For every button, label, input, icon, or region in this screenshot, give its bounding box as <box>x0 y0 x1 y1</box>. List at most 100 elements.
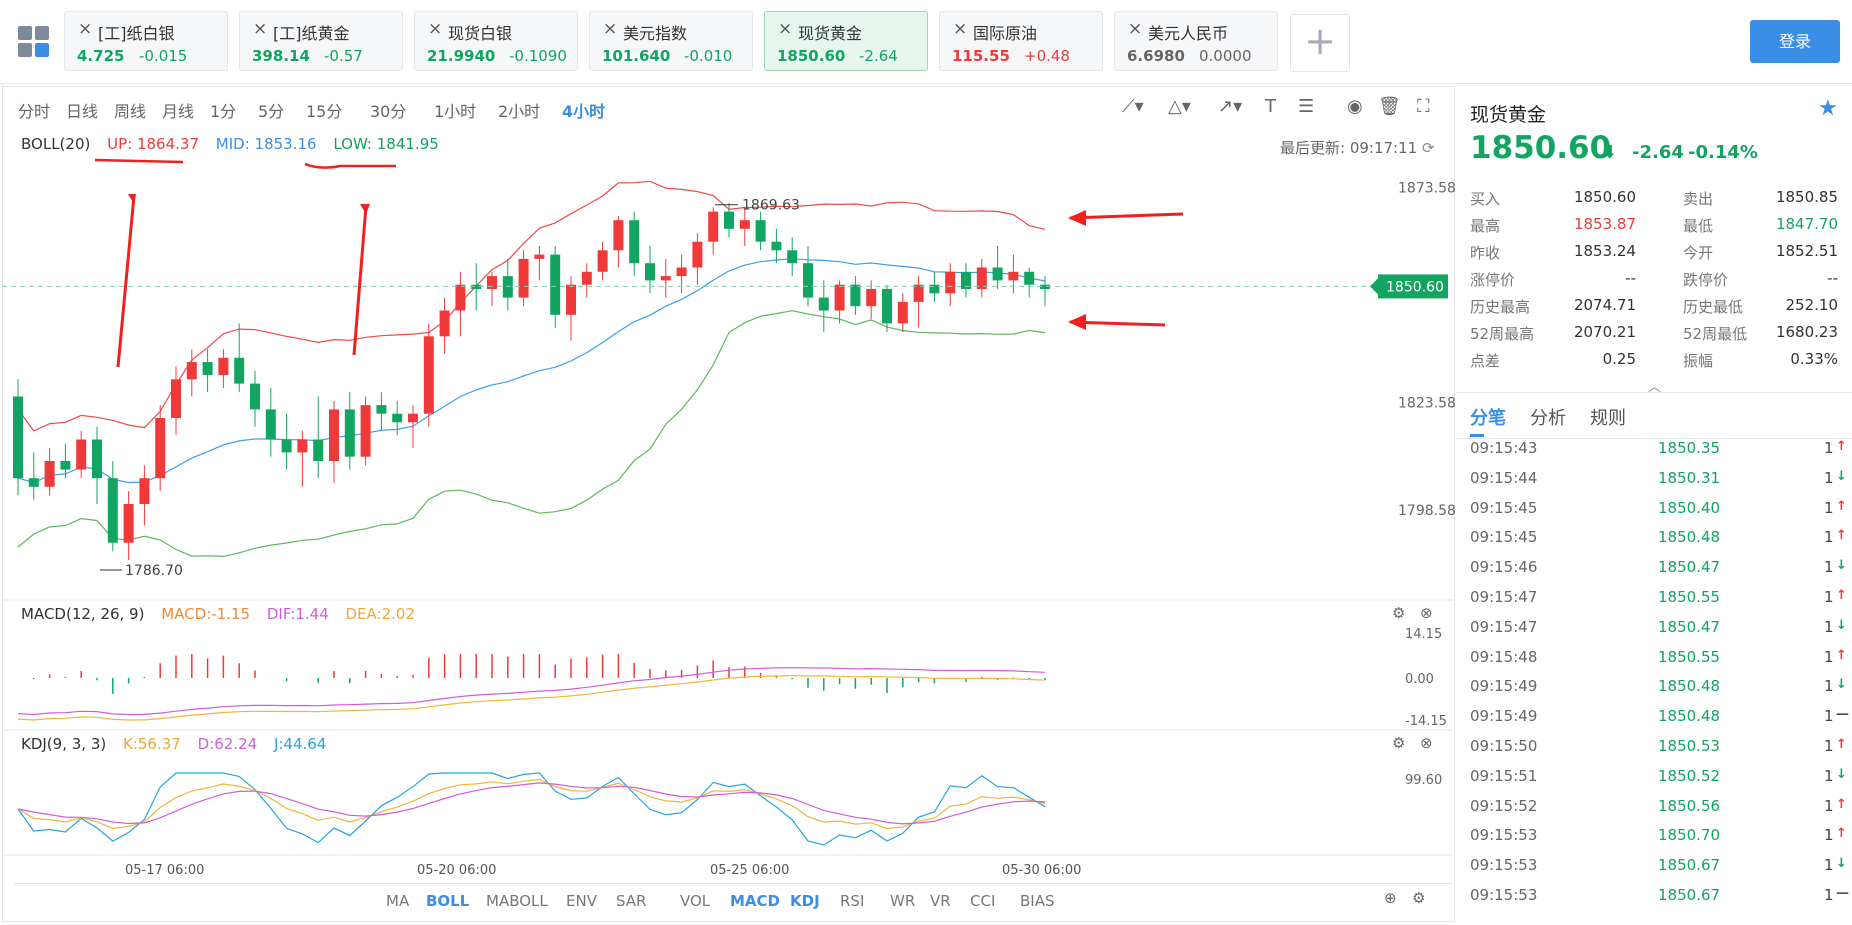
kdj-k-value: K:56.37 <box>123 735 181 753</box>
close-tab-icon[interactable]: × <box>953 19 968 39</box>
tab-symbol-name: 国际原油 <box>973 24 1038 43</box>
note-tool-icon[interactable]: ☰ <box>1298 96 1315 117</box>
kdj-close-icon[interactable]: ⊗ <box>1420 734 1433 752</box>
x-axis-label: 05-20 06:00 <box>417 863 496 878</box>
kdj-settings-icon[interactable]: ⚙ <box>1392 734 1406 752</box>
tick-qty: 1 <box>1824 677 1834 696</box>
tab-symbol-name: 现货黄金 <box>798 24 863 43</box>
symbol-tab[interactable]: × [工]纸黄金 398.14 -0.57 <box>239 11 403 71</box>
shape-tool-icon[interactable]: △▾ <box>1168 96 1191 117</box>
period-option[interactable]: 日线 <box>66 102 99 121</box>
close-tab-icon[interactable]: × <box>428 19 443 39</box>
tick-qty: 1 <box>1824 737 1834 755</box>
draw-line-tool-icon[interactable]: ⟋▾ <box>1122 96 1144 117</box>
last-updated-text: 最后更新: 09:17:11 <box>1280 139 1418 157</box>
menu-grid-icon[interactable] <box>18 26 50 58</box>
indicator-option[interactable]: MABOLL <box>486 892 548 910</box>
indicator-option[interactable]: MA <box>386 892 410 910</box>
last-price-label: 1850.60 <box>1386 279 1444 295</box>
down-arrow-icon: ↓ <box>1836 617 1847 633</box>
period-option[interactable]: 分时 <box>18 102 51 121</box>
indicator-option[interactable]: WR <box>890 892 916 910</box>
period-option[interactable]: 1小时 <box>434 102 477 121</box>
symbol-tab[interactable]: × [工]纸白银 4.725 -0.015 <box>64 11 228 71</box>
tick-row: 09:15:53 1850.70 1 ↑ <box>1470 826 1847 856</box>
period-option[interactable]: 月线 <box>162 102 195 121</box>
macd-settings-icon[interactable]: ⚙ <box>1392 604 1406 622</box>
tick-price: 1850.48 <box>1658 707 1721 726</box>
sidebar-tab[interactable]: 分笔 <box>1470 408 1506 429</box>
high-marker-label: 1869.63 <box>742 198 800 214</box>
favorite-star-icon[interactable]: ★ <box>1818 96 1838 121</box>
stat-value: 1853.87 <box>1573 215 1636 233</box>
down-arrow-icon: ↓ <box>1836 558 1847 574</box>
indicator-option[interactable]: BOLL <box>426 892 470 910</box>
close-tab-icon[interactable]: × <box>1128 19 1143 39</box>
text-tool-icon[interactable]: T <box>1265 96 1276 117</box>
tab-symbol-name: [工]纸白银 <box>98 24 175 43</box>
indicator-settings-icon[interactable]: ⚙ <box>1412 889 1426 907</box>
indicator-option[interactable]: VR <box>930 892 951 910</box>
candle-body <box>376 405 387 414</box>
candle-body <box>660 276 671 281</box>
period-option[interactable]: 4小时 <box>562 102 606 121</box>
candle-body <box>755 220 766 242</box>
price-chart-svg[interactable]: 1873.58 1823.58 1798.58 1850.60 1869.63 1786.… <box>0 0 1455 925</box>
add-tab-button[interactable]: + <box>1290 14 1350 72</box>
tab-symbol-name: 美元指数 <box>623 24 688 43</box>
symbol-title: 现货黄金 <box>1470 104 1547 126</box>
sidebar-tab[interactable]: 规则 <box>1590 408 1626 429</box>
sidebar-tab[interactable]: 分析 <box>1530 408 1566 429</box>
indicator-option[interactable]: VOL <box>680 892 711 910</box>
add-indicator-icon[interactable]: ⊕ <box>1384 889 1397 907</box>
close-tab-icon[interactable]: × <box>253 19 268 39</box>
flat-dash-icon: — <box>1836 886 1849 901</box>
tick-qty: 1 <box>1824 707 1834 726</box>
fullscreen-icon[interactable]: ⛶ <box>1417 96 1430 117</box>
period-option[interactable]: 1分 <box>210 102 237 121</box>
tick-row: 09:15:48 1850.55 1 ↑ <box>1470 648 1847 678</box>
collapse-chevron-icon[interactable]: ︿ <box>1648 380 1662 395</box>
close-tab-icon[interactable]: × <box>778 19 793 39</box>
kdj-j-line <box>17 772 1046 846</box>
indicator-option[interactable]: KDJ <box>790 892 820 910</box>
symbol-tab[interactable]: × 美元人民币 6.6980 0.0000 <box>1114 11 1278 71</box>
current-price: 1850.60 <box>1470 130 1612 166</box>
period-option[interactable]: 2小时 <box>498 102 541 121</box>
login-button[interactable]: 登录 <box>1750 20 1840 63</box>
stat-value: 0.33% <box>1790 350 1838 368</box>
symbol-tab[interactable]: × 现货黄金 1850.60 -2.64 <box>764 11 928 71</box>
tick-qty: 1 <box>1824 468 1834 487</box>
indicator-option[interactable]: RSI <box>840 892 865 910</box>
refresh-icon[interactable]: ⟳ <box>1421 139 1435 157</box>
symbol-tab[interactable]: × 现货白银 21.9940 -0.1090 <box>414 11 578 71</box>
symbol-tab[interactable]: × 美元指数 101.640 -0.010 <box>589 11 753 71</box>
arrow-tool-icon[interactable]: ↗▾ <box>1218 96 1243 117</box>
close-tab-icon[interactable]: × <box>603 19 618 39</box>
macd-close-icon[interactable]: ⊗ <box>1420 604 1433 622</box>
stat-label: 昨收 <box>1470 244 1501 262</box>
indicator-option[interactable]: SAR <box>616 892 647 910</box>
indicator-option[interactable]: BIAS <box>1020 892 1055 910</box>
boll-up-value: UP: 1864.37 <box>107 135 199 153</box>
tick-price: 1850.47 <box>1658 558 1721 577</box>
candle-body <box>344 409 355 457</box>
tick-qty: 1 <box>1824 826 1834 845</box>
indicator-option[interactable]: MACD <box>730 892 780 910</box>
indicator-option[interactable]: ENV <box>566 892 597 910</box>
candle-body <box>581 271 592 285</box>
annotation-arrow <box>1069 212 1184 220</box>
indicator-option[interactable]: CCI <box>970 892 996 910</box>
tick-qty: 1 <box>1824 886 1834 904</box>
period-option[interactable]: 5分 <box>258 102 285 121</box>
period-option[interactable]: 15分 <box>306 102 343 121</box>
symbol-tab[interactable]: × 国际原油 115.55 +0.48 <box>939 11 1103 71</box>
tick-time: 09:15:49 <box>1470 707 1538 726</box>
trash-icon[interactable]: 🗑 <box>1378 96 1401 117</box>
period-option[interactable]: 30分 <box>370 102 407 121</box>
close-tab-icon[interactable]: × <box>78 19 93 39</box>
stat-label: 涨停价 <box>1470 271 1516 289</box>
tab-price: 6.6980 <box>1127 47 1185 65</box>
period-option[interactable]: 周线 <box>114 102 147 121</box>
eye-icon[interactable]: ◉ <box>1347 96 1363 117</box>
